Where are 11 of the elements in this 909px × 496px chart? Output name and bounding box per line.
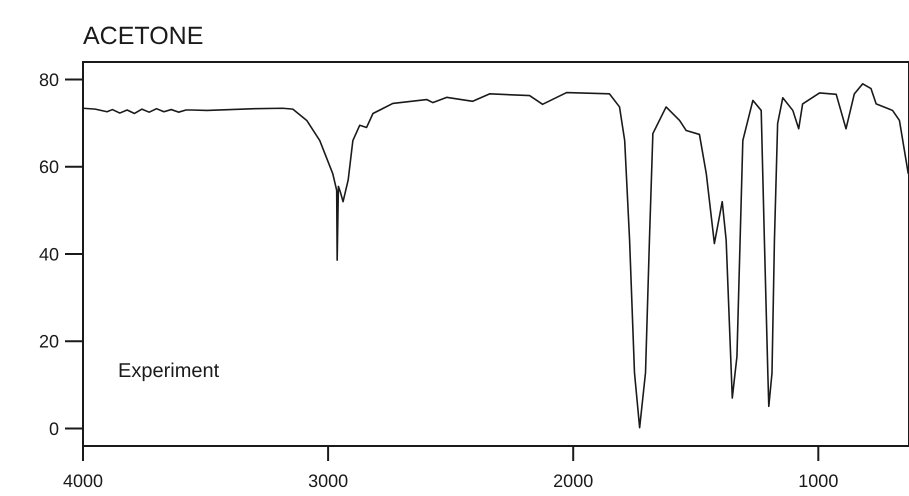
y-tick-label: 60	[38, 157, 59, 178]
y-tick-label: 40	[38, 244, 59, 264]
x-tick-label: 3000	[308, 471, 348, 491]
x-tick-label: 4000	[62, 471, 104, 491]
y-tick-label: 80	[38, 70, 59, 90]
annotation: Experiment	[118, 360, 220, 382]
x-tick-label: 1000	[798, 471, 838, 491]
y-tick-label: 20	[38, 332, 59, 352]
y-tick-label: 0	[48, 418, 59, 439]
chart-title: ACETONE	[83, 22, 204, 50]
x-tick-label: 2000	[553, 471, 594, 491]
